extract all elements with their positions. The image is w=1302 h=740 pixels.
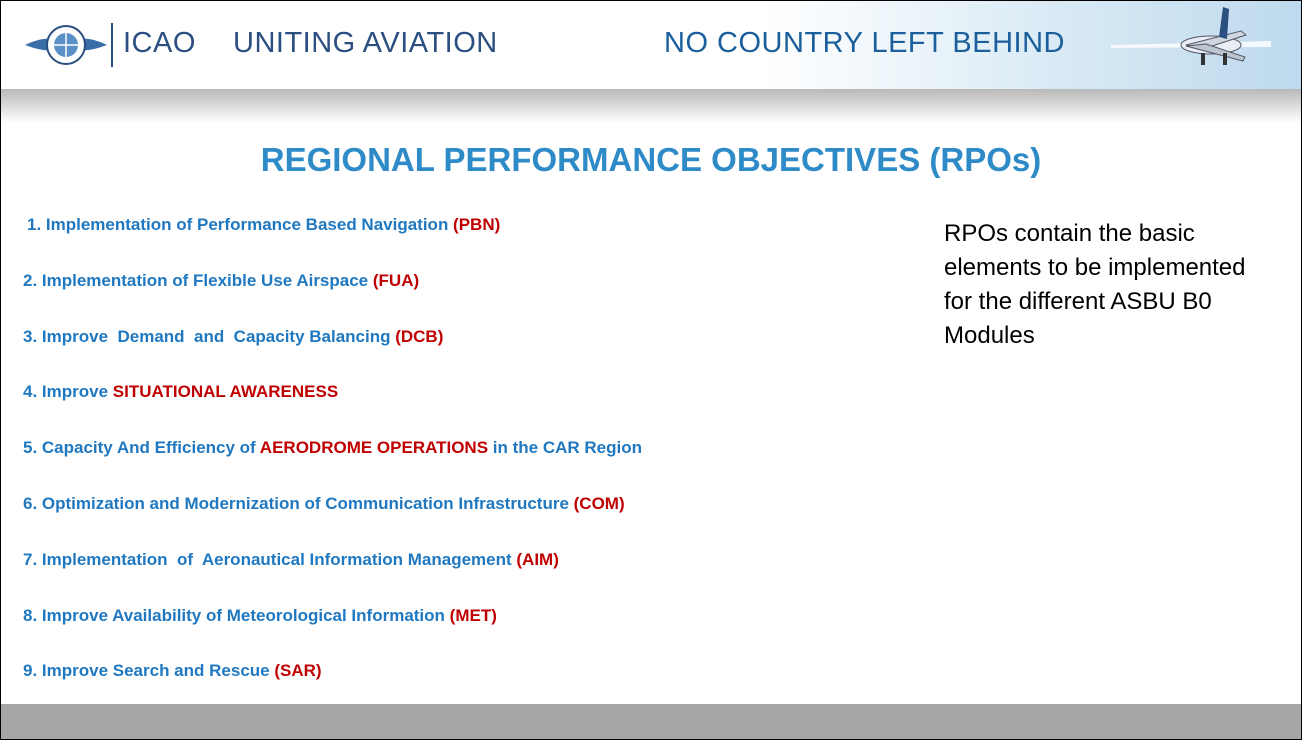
objective-text: (COM): [573, 494, 625, 513]
header: ICAO UNITING AVIATION NO COUNTRY LEFT BE…: [1, 1, 1301, 91]
objective-text: (FUA): [372, 270, 420, 290]
slogan: NO COUNTRY LEFT BEHIND: [664, 27, 1065, 59]
footer-bar: [1, 704, 1301, 739]
objective: 8. Improve Availability of Meteorologica…: [23, 606, 497, 626]
objective-text: AERODROME OPERATIONS: [259, 438, 489, 458]
header-shadow: [1, 89, 1301, 123]
objective-text: 8. Improve Availability of Meteorologica…: [23, 605, 450, 625]
objective: 6. Optimization and Modernization of Com…: [23, 494, 625, 514]
plane: [1111, 7, 1271, 65]
objective: 4. Improve SITUATIONAL AWARENESS: [23, 382, 338, 402]
slide-title: REGIONAL PERFORMANCE OBJECTIVES (RPOs): [260, 141, 1042, 178]
objective-text: SITUATIONAL AWARENESS: [112, 382, 339, 402]
objective-text: in the CAR Region: [488, 438, 643, 458]
objective-text: (SAR): [274, 661, 322, 681]
objective: 2. Implementation of Flexible Use Airspa…: [23, 271, 419, 291]
objective-text: (DCB): [395, 326, 444, 346]
objective-text: (MET): [449, 605, 497, 625]
objective-text: 2. Implementation of Flexible Use Airspa…: [23, 270, 373, 290]
logo: [25, 25, 107, 65]
objective-text: (AIM): [516, 549, 559, 569]
objective-text: 3. Improve Demand and Capacity Balancing: [23, 326, 396, 346]
objective-text: 4. Improve: [23, 382, 113, 402]
objective-text: (PBN): [453, 215, 501, 234]
objective: 3. Improve Demand and Capacity Balancing…: [23, 327, 443, 347]
divider: [111, 23, 113, 67]
objective-text: 5. Capacity And Efficiency of: [23, 438, 260, 458]
objective-text: 9. Improve Search and Rescue: [23, 661, 275, 681]
objective: 7. Implementation of Aeronautical Inform…: [23, 550, 559, 570]
objective-text: 1. Implementation of Performance Based N…: [27, 215, 454, 234]
objective: 1. Implementation of Performance Based N…: [27, 215, 500, 235]
motto: UNITING AVIATION: [233, 27, 498, 59]
side-note: RPOs contain the basic elements to be im…: [944, 220, 1246, 349]
objective: 5. Capacity And Efficiency of AERODROME …: [23, 438, 642, 458]
objective: 9. Improve Search and Rescue (SAR): [23, 661, 322, 681]
objective-text: 7. Implementation of Aeronautical Inform…: [23, 549, 517, 569]
objective-text: 6. Optimization and Modernization of Com…: [23, 494, 574, 513]
org-name: ICAO: [123, 27, 196, 59]
